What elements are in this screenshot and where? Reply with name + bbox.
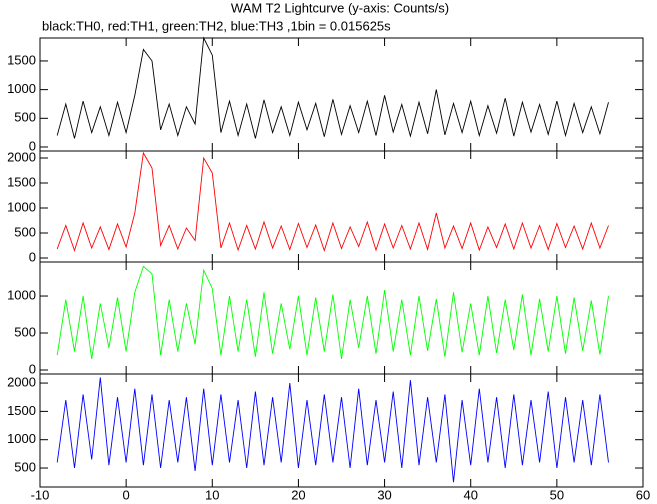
y-tick-label: 1000 (7, 199, 36, 214)
x-tick-label: 50 (550, 487, 564, 502)
chart-subtitle: black:TH0, red:TH1, green:TH2, blue:TH3 … (42, 18, 391, 33)
lightcurve (56, 377, 609, 483)
x-tick-label: 10 (205, 487, 219, 502)
y-tick-label: 500 (14, 459, 36, 474)
x-tick-label: 20 (291, 487, 305, 502)
panel-frame (39, 150, 644, 263)
y-tick-label: 500 (14, 324, 36, 339)
lightcurve (56, 151, 609, 252)
y-tick-label: 500 (14, 110, 36, 125)
y-tick-label: 1000 (7, 287, 36, 302)
y-tick-label: 2000 (7, 375, 36, 390)
x-tick-label: 40 (463, 487, 477, 502)
y-tick-label: 0 (29, 249, 36, 264)
lightcurve (56, 265, 609, 359)
y-tick-label: 1500 (7, 174, 36, 189)
x-tick-label: 60 (636, 487, 650, 502)
y-tick-label: 1500 (7, 52, 36, 67)
x-tick-label: -10 (31, 487, 50, 502)
lightcurve (56, 36, 609, 139)
y-tick-label: 1500 (7, 403, 36, 418)
x-tick-label: 30 (377, 487, 391, 502)
x-tick-label: 0 (123, 487, 130, 502)
chart-title: WAM T2 Lightcurve (y-axis: Counts/s) (231, 0, 449, 15)
y-tick-label: 1000 (7, 431, 36, 446)
y-tick-label: 2000 (7, 149, 36, 164)
y-tick-label: 0 (29, 361, 36, 376)
panel-frame (39, 373, 644, 488)
y-tick-label: 500 (14, 224, 36, 239)
y-tick-label: 1000 (7, 81, 36, 96)
y-tick-label: 0 (29, 138, 36, 153)
